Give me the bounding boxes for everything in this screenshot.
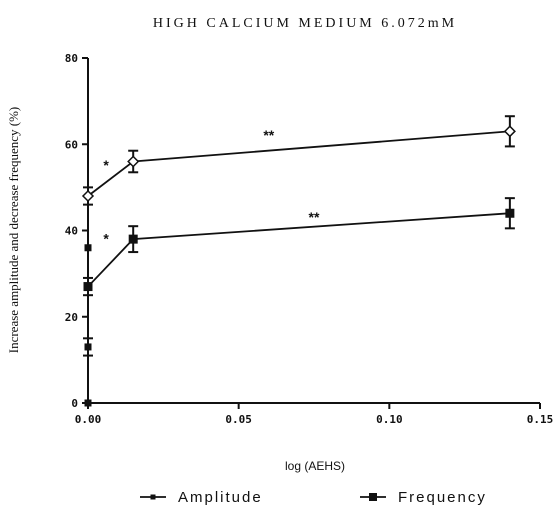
significance-marker: **	[263, 127, 274, 143]
data-point	[503, 125, 516, 138]
x-tick-label: 0.10	[376, 413, 403, 426]
y-tick-label: 0	[71, 397, 78, 410]
x-tick-label: 0.15	[527, 413, 554, 426]
chart-title: HIGH CALCIUM MEDIUM 6.072mM	[153, 16, 457, 31]
axes	[87, 58, 540, 404]
x-tick-label: 0.00	[75, 413, 102, 426]
y-tick-label: 60	[65, 138, 78, 151]
y-tick-label: 80	[65, 52, 78, 65]
significance-marker: *	[103, 230, 109, 246]
legend-marker	[369, 493, 377, 501]
y-axis-label: Increase amplitude and decrease frequenc…	[6, 107, 21, 354]
data-point	[84, 244, 92, 252]
data-point	[128, 234, 138, 244]
data-marks	[81, 115, 516, 407]
series-line	[87, 212, 510, 288]
legend-item-frequency: Frequency	[360, 489, 487, 506]
significance-marker: **	[309, 209, 320, 225]
y-tick-label: 20	[65, 311, 78, 324]
series-amplitude	[81, 115, 516, 206]
data-point	[505, 208, 515, 218]
data-point	[84, 399, 92, 407]
ticks: 0 20 40 60 80 0.00 0.05 0.10 0.15	[65, 52, 554, 426]
significance-marker: *	[103, 157, 109, 173]
data-point	[127, 155, 140, 168]
legend-label: Frequency	[398, 489, 487, 506]
y-tick-label: 40	[65, 225, 78, 238]
series-frequency	[83, 197, 515, 297]
legend-marker	[150, 494, 156, 500]
series-line	[87, 130, 510, 197]
legend-item-amplitude: Amplitude	[140, 489, 263, 506]
data-point	[84, 343, 92, 351]
legend: Amplitude Frequency	[140, 489, 487, 506]
x-axis-label: log (AEHS)	[285, 459, 345, 473]
data-point	[81, 189, 95, 203]
extra-points	[83, 244, 93, 407]
x-tick-label: 0.05	[225, 413, 252, 426]
annotations: ******	[103, 127, 320, 247]
data-point	[83, 282, 93, 292]
legend-label: Amplitude	[178, 489, 263, 506]
